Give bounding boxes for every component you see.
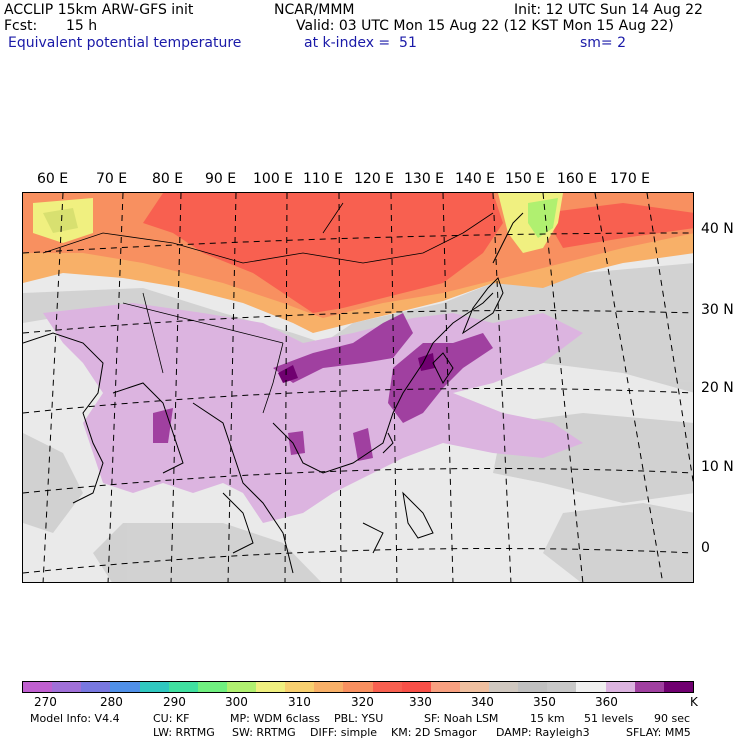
footer-cu: CU: KF xyxy=(153,712,190,725)
footer-km: KM: 2D Smagor xyxy=(391,726,477,739)
center-label: NCAR/MMM xyxy=(274,2,355,18)
colorbar-swatch xyxy=(197,682,227,692)
footer-levels: 51 levels xyxy=(584,712,634,725)
footer-mp: MP: WDM 6class xyxy=(230,712,320,725)
colorbar-swatch xyxy=(489,682,519,692)
colorbar-label: 300 xyxy=(225,695,248,709)
lat-label: 30 N xyxy=(701,302,734,318)
colorbar-label: 290 xyxy=(163,695,186,709)
footer-diff: DIFF: simple xyxy=(310,726,378,739)
footer-lw: LW: RRTMG xyxy=(153,726,215,739)
lon-label: 110 E xyxy=(303,171,344,187)
lat-label: 0 xyxy=(701,540,710,556)
colorbar-swatch xyxy=(343,682,373,692)
colorbar-swatch xyxy=(663,682,693,692)
fcst-value: 15 h xyxy=(66,18,98,34)
country-border xyxy=(42,202,494,414)
colorbar-swatch xyxy=(52,682,82,692)
footer-damp: DAMP: Rayleigh3 xyxy=(496,726,590,739)
init-time: Init: 12 UTC Sun 14 Aug 22 xyxy=(514,2,703,18)
smooth-label: sm= 2 xyxy=(580,35,627,51)
longitude-line xyxy=(42,193,693,582)
model-title: ACCLIP 15km ARW-GFS init xyxy=(4,2,194,18)
colorbar-label: 350 xyxy=(533,695,556,709)
footer-sflay: SFLAY: MM5 xyxy=(626,726,691,739)
colorbar-swatch xyxy=(139,682,169,692)
coastline xyxy=(23,212,524,574)
lat-label: 40 N xyxy=(701,221,734,237)
lon-label: 170 E xyxy=(610,171,651,187)
warm-northern-region xyxy=(23,193,693,333)
colorbar-swatch xyxy=(314,682,344,692)
colorbar-swatch xyxy=(459,682,489,692)
footer-sw: SW: RRTMG xyxy=(232,726,296,739)
footer-sf: SF: Noah LSM xyxy=(424,712,499,725)
colorbar-swatch xyxy=(605,682,635,692)
colorbar-swatch xyxy=(430,682,460,692)
colorbar-label: 270 xyxy=(34,695,57,709)
colorbar-label: 360 xyxy=(595,695,618,709)
colorbar-label: 320 xyxy=(351,695,374,709)
colorbar-swatch xyxy=(110,682,140,692)
footer-timestep: 90 sec xyxy=(654,712,691,725)
colorbar-swatch xyxy=(401,682,431,692)
field-name: Equivalent potential temperature xyxy=(8,35,242,51)
colorbar-label: 330 xyxy=(409,695,432,709)
colorbar-swatch xyxy=(226,682,256,692)
colorbar xyxy=(22,681,694,693)
colorbar-swatch xyxy=(576,682,606,692)
colorbar-swatch xyxy=(81,682,111,692)
lon-label: 90 E xyxy=(205,171,237,187)
colorbar-swatch xyxy=(634,682,664,692)
footer-resolution: 15 km xyxy=(530,712,565,725)
fcst-label: Fcst: xyxy=(4,18,38,34)
lon-label: 80 E xyxy=(152,171,184,187)
lon-label: 120 E xyxy=(354,171,395,187)
lon-label: 160 E xyxy=(557,171,598,187)
lon-label: 60 E xyxy=(37,171,69,187)
colorbar-label: 280 xyxy=(100,695,123,709)
colorbar-swatch xyxy=(23,682,53,692)
colorbar-swatch xyxy=(518,682,548,692)
lat-label: 20 N xyxy=(701,380,734,396)
valid-time: Valid: 03 UTC Mon 15 Aug 22 (12 KST Mon … xyxy=(296,18,674,34)
latitude-line xyxy=(23,232,693,574)
level-label: at k-index = 51 xyxy=(304,35,417,51)
lat-label: 10 N xyxy=(701,459,734,475)
colorbar-label: 340 xyxy=(471,695,494,709)
colorbar-swatch xyxy=(168,682,198,692)
footer-model-info: Model Info: V4.4 xyxy=(30,712,120,725)
colorbar-label: 310 xyxy=(288,695,311,709)
colorbar-swatch xyxy=(372,682,402,692)
colorbar-unit: K xyxy=(690,695,698,709)
colorbar-swatch xyxy=(547,682,577,692)
map-panel xyxy=(22,192,694,583)
lon-label: 130 E xyxy=(404,171,445,187)
colorbar-swatch xyxy=(256,682,286,692)
footer-pbl: PBL: YSU xyxy=(334,712,384,725)
lon-label: 140 E xyxy=(455,171,496,187)
lon-label: 100 E xyxy=(253,171,294,187)
deep-purple-core xyxy=(278,353,435,383)
colorbar-swatch xyxy=(285,682,315,692)
lon-label: 70 E xyxy=(96,171,128,187)
lon-label: 150 E xyxy=(505,171,546,187)
